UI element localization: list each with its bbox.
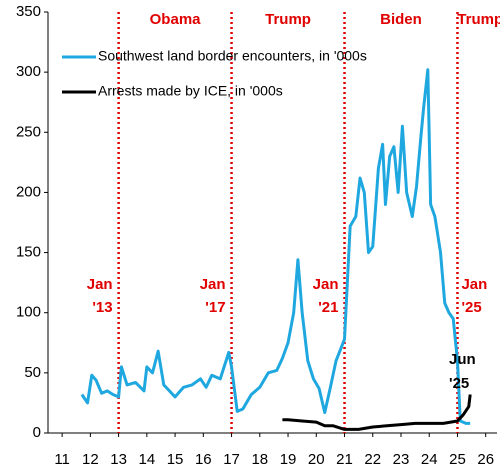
date-note: '21 — [318, 299, 338, 316]
x-tick-label: 14 — [138, 451, 155, 468]
x-tick-label: 19 — [280, 451, 297, 468]
x-tick-label: 12 — [82, 451, 99, 468]
x-tick-label: 21 — [336, 451, 353, 468]
x-tick-label: 18 — [251, 451, 268, 468]
x-tick-label: 16 — [195, 451, 212, 468]
date-note: '13 — [92, 299, 112, 316]
x-tick-label: 25 — [449, 451, 466, 468]
period-label: Trump — [457, 11, 500, 28]
date-note: Jan — [461, 276, 487, 293]
date-note: '25 — [461, 299, 481, 316]
x-tick-label: 13 — [110, 451, 127, 468]
legend-label: Southwest land border encounters, in '00… — [98, 48, 367, 64]
y-tick-label: 200 — [16, 183, 41, 200]
y-tick-label: 150 — [16, 244, 41, 261]
y-tick-label: 300 — [16, 63, 41, 80]
y-tick-label: 350 — [16, 3, 41, 20]
y-tick-label: 100 — [16, 304, 41, 321]
x-tick-label: 26 — [477, 451, 494, 468]
date-note: Jan — [200, 276, 226, 293]
series-line — [282, 394, 472, 431]
x-tick-label: 17 — [223, 451, 240, 468]
y-tick-label: 0 — [33, 424, 41, 441]
period-label: Biden — [380, 11, 422, 28]
x-tick-label: 15 — [167, 451, 184, 468]
x-tick-label: 11 — [54, 451, 70, 468]
x-tick-label: 24 — [421, 451, 438, 468]
x-tick-label: 20 — [308, 451, 325, 468]
y-tick-label: 250 — [16, 123, 41, 140]
series-line — [80, 68, 471, 425]
date-note: Jan — [313, 276, 339, 293]
end-note: Jun — [449, 351, 476, 368]
x-tick-label: 23 — [393, 451, 410, 468]
date-note: Jan — [87, 276, 113, 293]
period-label: Obama — [150, 11, 202, 28]
y-tick-label: 50 — [24, 364, 41, 381]
period-label: Trump — [265, 11, 311, 28]
end-note: '25 — [449, 375, 469, 392]
x-tick-label: 22 — [364, 451, 381, 468]
date-note: '17 — [205, 299, 225, 316]
legend-label: Arrests made by ICE, in '000s — [98, 83, 283, 99]
